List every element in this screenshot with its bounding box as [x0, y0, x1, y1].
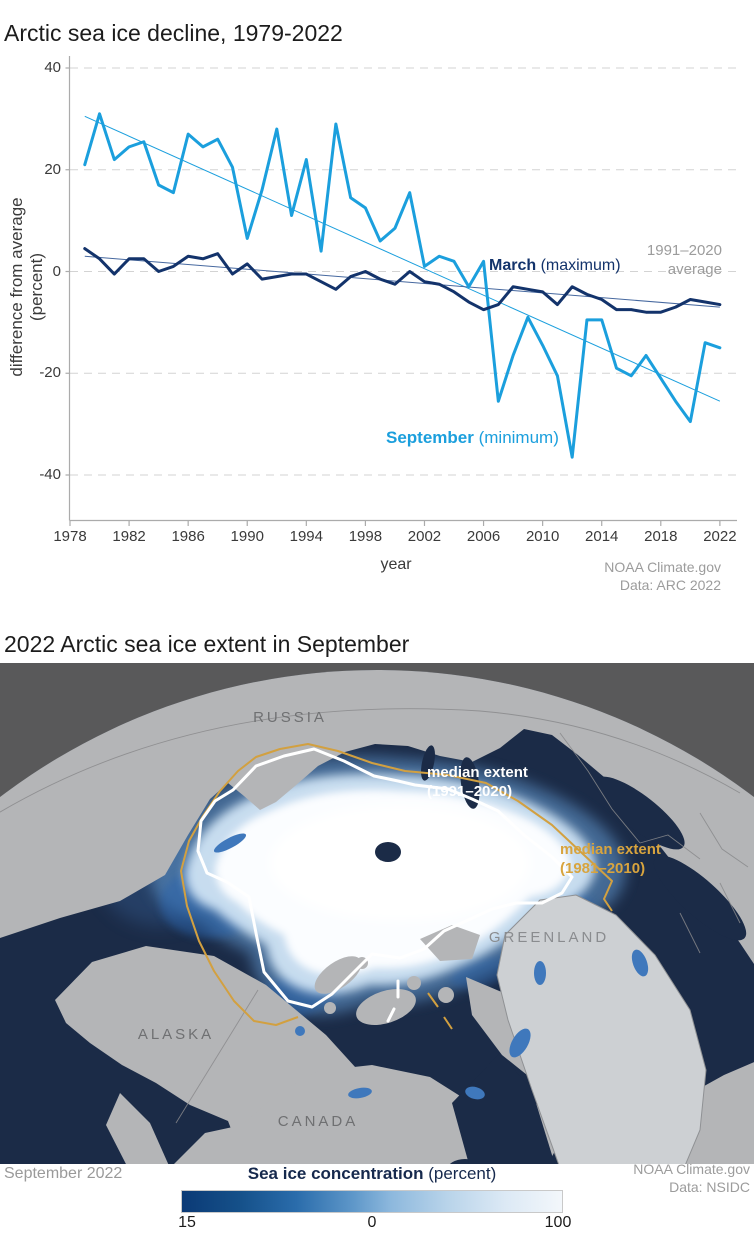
arctic-extent-map — [0, 663, 754, 1164]
chart-attribution-data: Data: ARC 2022 — [619, 577, 721, 593]
map-label-canada: CANADA — [277, 1113, 359, 1130]
sea-ice-concentration-field — [100, 755, 626, 1024]
map-title: 2022 Arctic sea ice extent in September — [4, 631, 410, 657]
x-tick-label: 1986 — [171, 528, 205, 545]
y-tick-label: 0 — [52, 262, 61, 280]
september-series-label-bold: September — [386, 428, 474, 447]
colorbar-tick-0: 0 — [367, 1214, 377, 1231]
map-attribution-data: Data: NSIDC — [669, 1179, 750, 1195]
y-tick-label: -20 — [39, 364, 61, 382]
median-extent-line-1981-2010-fragment — [427, 992, 453, 1030]
x-tick-label: 2014 — [585, 528, 619, 545]
median-extent-label-1991-2020: median extent (1991–2020) — [427, 763, 528, 801]
land-greenland — [496, 894, 707, 1164]
y-tick-label: -40 — [39, 466, 61, 483]
chart-attribution: NOAA Climate.gov Data: ARC 2022 — [604, 558, 721, 594]
colorbar-title-rest: (percent) — [423, 1164, 497, 1183]
x-tick-label: 2002 — [407, 528, 442, 545]
map-label-russia: RUSSIA — [253, 709, 327, 726]
land-alaska-panhandle — [106, 1093, 170, 1164]
x-axis-title: year — [380, 556, 412, 573]
x-tick-label: 2018 — [644, 528, 678, 545]
coastal-ice-patches — [213, 833, 649, 1100]
median-white-line1: median extent — [427, 764, 528, 781]
map-attribution: NOAA Climate.gov Data: NSIDC — [633, 1160, 750, 1196]
march-series-label-rest: (maximum) — [536, 257, 621, 274]
sea-ice-concentration-colorbar — [181, 1190, 563, 1213]
country-borders — [0, 708, 749, 1124]
median-extent-line-1991-2020 — [196, 747, 574, 1009]
median-white-line2: (1991–2020) — [427, 783, 513, 800]
median-extent-label-1981-2010: median extent (1981–2010) — [560, 840, 661, 878]
y-axis-title-line2: (percent) — [27, 252, 46, 322]
y-axis-title: difference from average (percent) — [7, 127, 47, 447]
x-tick-label: 2022 — [703, 528, 737, 545]
map-label-alaska: ALASKA — [137, 1026, 215, 1043]
chart-title: Arctic sea ice decline, 1979-2022 — [4, 20, 343, 46]
march-series-label: March (maximum) — [489, 257, 621, 275]
median-gold-line1: median extent — [560, 841, 661, 858]
march-series-label-bold: March — [489, 257, 537, 274]
x-tick-label: 1982 — [112, 528, 146, 545]
colorbar-title: Sea ice concentration (percent) — [187, 1164, 557, 1184]
pole-observation-hole — [375, 842, 401, 862]
colorbar-tick-15: 15 — [178, 1214, 196, 1231]
colorbar-tick-100: 100 — [544, 1214, 572, 1231]
median-gold-line2: (1981–2010) — [560, 860, 646, 877]
x-tick-label: 1994 — [289, 528, 323, 545]
map-date-label: September 2022 — [4, 1165, 123, 1182]
map-attribution-source: NOAA Climate.gov — [633, 1161, 750, 1177]
median-extent-line-1981-2010 — [180, 743, 613, 1026]
chart-attribution-source: NOAA Climate.gov — [604, 559, 721, 575]
colorbar-title-bold: Sea ice concentration — [247, 1164, 424, 1183]
average-note-line2: average — [667, 261, 722, 278]
davis-strait — [452, 1053, 556, 1164]
white-sea — [595, 776, 685, 850]
y-tick-label: 40 — [44, 59, 61, 76]
x-tick-label: 1978 — [53, 528, 87, 545]
september-series-label: September (minimum) — [386, 428, 559, 448]
september-series-label-rest: (minimum) — [473, 428, 559, 447]
y-tick-label: 20 — [44, 160, 61, 178]
decline-chart-svg — [65, 56, 737, 526]
x-tick-label: 2010 — [525, 528, 560, 545]
y-axis-title-line1: difference from average — [7, 197, 26, 377]
arctic-ocean — [0, 670, 754, 1164]
median-extent-line-1991-2020-fragment — [386, 979, 400, 1023]
baltic-sea — [653, 855, 747, 941]
x-tick-label: 1990 — [230, 528, 264, 545]
average-note-line1: 1991–2020 — [646, 242, 722, 259]
map-label-greenland: GREENLAND — [488, 929, 610, 946]
average-baseline-note: 1991–2020 average — [647, 241, 722, 279]
x-tick-label: 2006 — [466, 528, 501, 545]
x-tick-label: 1998 — [348, 528, 383, 545]
